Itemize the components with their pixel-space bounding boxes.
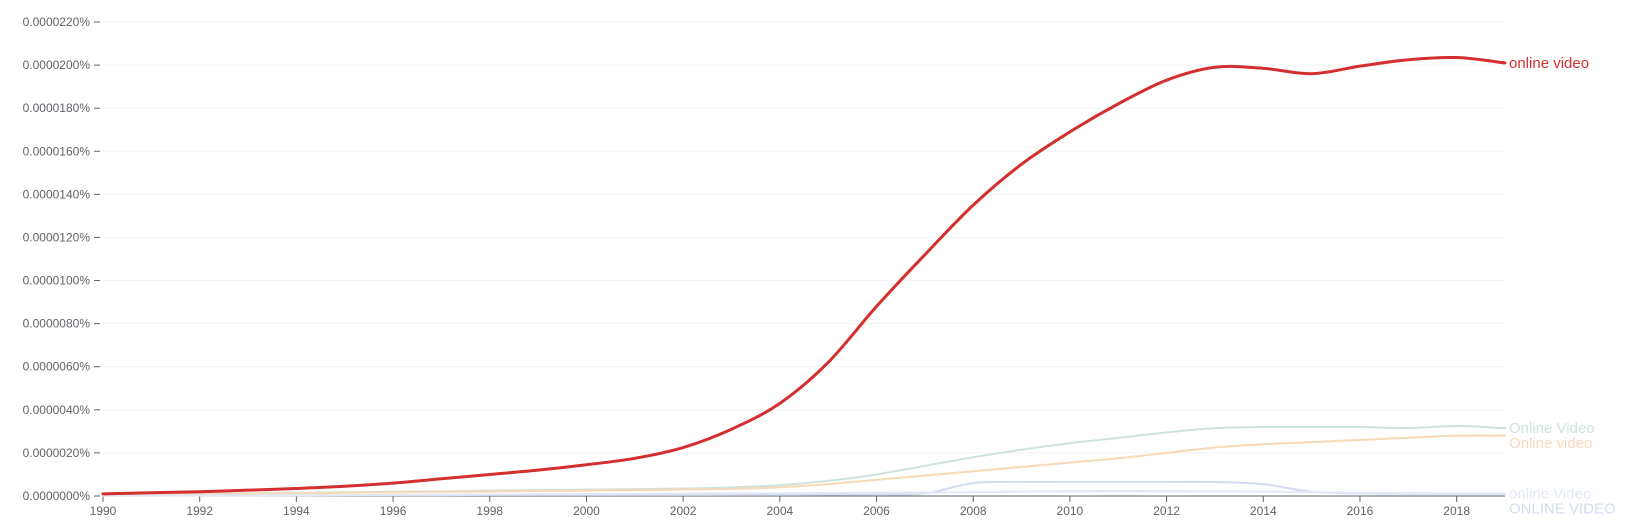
- x-tick-label: 2000: [573, 504, 600, 518]
- x-tick-label: 1992: [186, 504, 213, 518]
- x-tick-label: 1998: [476, 504, 503, 518]
- series-label-online-video[interactable]: Online video: [1509, 435, 1592, 452]
- x-tick-label: 2002: [670, 504, 697, 518]
- series-line-online-video-ullllllllll[interactable]: [102, 434, 1506, 496]
- x-tick-label: 2006: [863, 504, 890, 518]
- y-tick-label: 0.0000020%: [23, 446, 91, 460]
- x-tick-label: 2008: [960, 504, 987, 518]
- x-tick-label: 2012: [1153, 504, 1180, 518]
- x-tick-label: 2014: [1250, 504, 1277, 518]
- x-tick-label: 2016: [1347, 504, 1374, 518]
- x-tick-label: 1990: [90, 504, 117, 518]
- series-line-online-video[interactable]: [101, 55, 1507, 496]
- x-tick-label: 2004: [766, 504, 793, 518]
- y-tick-label: 0.0000100%: [23, 274, 91, 288]
- y-axis: 0.0000000% 0.0000020% 0.0000040% 0.0000060%…: [23, 15, 100, 503]
- series-lines: [101, 55, 1507, 497]
- series-line-online-video-llllllullll[interactable]: [102, 490, 1506, 497]
- x-tick-label: 1996: [380, 504, 407, 518]
- series-label-online-video[interactable]: ONLINE VIDEO: [1509, 500, 1616, 517]
- x-tick-label: 2018: [1443, 504, 1470, 518]
- y-tick-label: 0.0000140%: [23, 187, 91, 201]
- x-axis: 1990 1992 1994 1996 1998 2000 2002 2004 2006 2008…: [90, 495, 1505, 518]
- series-line-online-video-ulllllullll[interactable]: [102, 424, 1506, 496]
- y-tick-label: 0.0000160%: [23, 144, 91, 158]
- y-tick-label: 0.0000200%: [23, 58, 91, 72]
- grid-lines: [103, 21, 1505, 454]
- y-tick-label: 0.0000120%: [23, 230, 91, 244]
- y-tick-label: 0.0000040%: [23, 403, 91, 417]
- series-label-online-video[interactable]: online Video: [1509, 485, 1591, 502]
- y-tick-label: 0.0000220%: [23, 15, 91, 29]
- series-label-online-video[interactable]: online video: [1509, 55, 1589, 72]
- y-tick-label: 0.0000060%: [23, 360, 91, 374]
- series-label-online-video[interactable]: Online Video: [1509, 420, 1595, 437]
- y-tick-label: 0.0000000%: [23, 489, 91, 503]
- y-tick-label: 0.0000080%: [23, 317, 91, 331]
- x-tick-label: 1994: [283, 504, 310, 518]
- x-tick-label: 2010: [1057, 504, 1084, 518]
- y-tick-label: 0.0000180%: [23, 101, 91, 115]
